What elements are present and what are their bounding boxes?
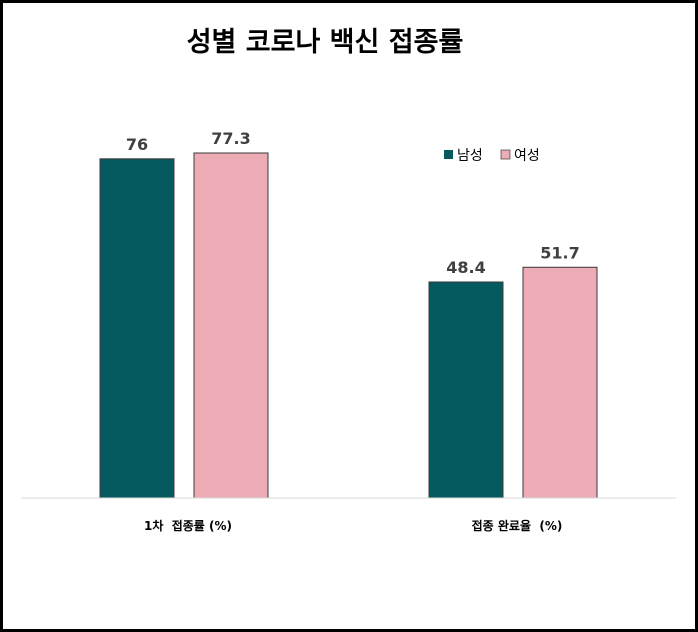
bar-male-1 (428, 281, 504, 499)
data-labels-group: 76 77.3 48.4 51.7 (126, 129, 580, 277)
legend-label-female: 여성 (514, 148, 540, 164)
data-label-male-0: 76 (126, 135, 148, 154)
chart-title: 성별 코로나 백신 접종률 (187, 27, 464, 58)
legend-label-male: 남성 (457, 148, 483, 164)
legend: 남성 여성 (444, 148, 540, 164)
bar-female-1 (522, 266, 598, 499)
legend-swatch-male (444, 150, 453, 159)
bars-group (99, 152, 598, 499)
data-label-female-1: 51.7 (540, 243, 579, 262)
category-labels-group: 1차 접종률 (%) 접종 완료율 (%) (144, 518, 562, 533)
data-label-female-0: 77.3 (211, 129, 250, 148)
bar-male-0 (99, 158, 175, 499)
bar-chart: 성별 코로나 백신 접종률 76 77.3 48.4 51.7 1차 접종률 (%) 접… (21, 27, 676, 533)
chart-frame: 성별 코로나 백신 접종률 76 77.3 48.4 51.7 1차 접종률 (%) 접… (3, 3, 695, 629)
data-label-male-1: 48.4 (446, 258, 485, 277)
legend-swatch-female (500, 149, 511, 160)
category-label-0: 1차 접종률 (%) (144, 518, 232, 533)
category-label-1: 접종 완료율 (%) (472, 519, 563, 533)
bar-female-0 (193, 152, 269, 499)
